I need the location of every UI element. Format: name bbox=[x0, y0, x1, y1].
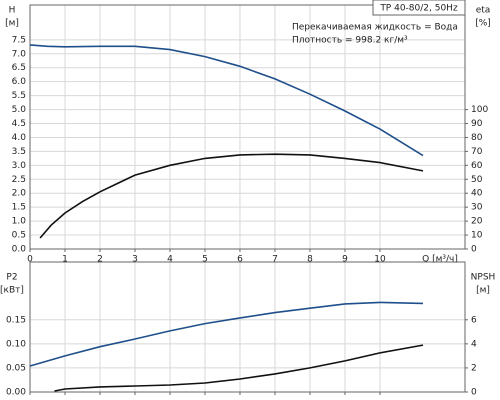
y2-tick-label: 60 bbox=[471, 161, 483, 171]
y-axis-label: P2 bbox=[6, 273, 17, 283]
x-axis-label: Q [м³/ч] bbox=[422, 255, 458, 265]
chart-title: TP 40-80/2, 50Hz bbox=[379, 4, 458, 14]
y2-tick-label: 30 bbox=[471, 203, 483, 213]
curve-eta bbox=[39, 153, 424, 239]
y-tick-label: 0.15 bbox=[6, 315, 26, 325]
y-axis-label: [кВт] bbox=[0, 286, 24, 296]
x-tick-label: 7 bbox=[272, 255, 278, 265]
y-tick-label: 7.0 bbox=[12, 49, 27, 59]
y2-tick-label: 100 bbox=[471, 105, 488, 115]
y2-tick-label: 80 bbox=[471, 133, 483, 143]
y-tick-label: 0.0 bbox=[12, 245, 27, 255]
x-tick-label: 0 bbox=[27, 255, 33, 265]
y2-axis-label: eta bbox=[476, 6, 491, 16]
y2-tick-label: 90 bbox=[471, 119, 483, 129]
plot-frame bbox=[29, 4, 466, 250]
y2-tick-label: 6 bbox=[471, 315, 477, 325]
y-tick-label: 6.5 bbox=[12, 63, 26, 73]
y-tick-label: 4.0 bbox=[12, 133, 27, 143]
curve-p2 bbox=[29, 301, 424, 367]
curve-h bbox=[29, 44, 424, 157]
y2-tick-label: 2 bbox=[471, 363, 477, 373]
y-tick-label: 1.0 bbox=[12, 217, 27, 227]
y2-tick-label: 70 bbox=[471, 147, 483, 157]
y-tick-label: 2.0 bbox=[12, 189, 27, 199]
y2-tick-label: 0 bbox=[471, 388, 477, 398]
y-axis-label: H bbox=[9, 6, 16, 16]
y2-tick-label: 0 bbox=[471, 245, 477, 255]
y2-tick-label: 10 bbox=[471, 231, 483, 241]
y2-axis-label: NPSH bbox=[471, 273, 496, 283]
y-tick-label: 5.0 bbox=[12, 105, 27, 115]
annotation: Плотность = 998.2 кг/м³ bbox=[292, 36, 408, 46]
y-tick-label: 7.5 bbox=[12, 35, 26, 45]
y2-tick-label: 20 bbox=[471, 217, 483, 227]
x-tick-label: 5 bbox=[202, 255, 208, 265]
x-tick-label: 1 bbox=[62, 255, 68, 265]
curve-npsh bbox=[54, 344, 424, 392]
y2-tick-label: 4 bbox=[471, 339, 477, 349]
y-axis-label: [м] bbox=[5, 19, 19, 29]
y2-tick-label: 40 bbox=[471, 189, 483, 199]
x-tick-label: 10 bbox=[374, 255, 386, 265]
y-tick-label: 2.5 bbox=[12, 175, 26, 185]
x-tick-label: 9 bbox=[342, 255, 348, 265]
y-tick-label: 0.00 bbox=[6, 388, 26, 398]
y-tick-label: 4.5 bbox=[12, 119, 26, 129]
x-tick-label: 4 bbox=[167, 255, 173, 265]
x-tick-label: 8 bbox=[307, 255, 313, 265]
annotation: Перекачиваемая жидкость = Вода bbox=[292, 23, 458, 33]
y-tick-label: 0.10 bbox=[6, 339, 26, 349]
y-tick-label: 1.5 bbox=[12, 203, 26, 213]
y2-axis-label: [м] bbox=[476, 286, 490, 296]
y-tick-label: 3.5 bbox=[12, 147, 26, 157]
x-tick-label: 2 bbox=[97, 255, 103, 265]
plot-frame bbox=[29, 261, 466, 393]
y2-tick-label: 50 bbox=[471, 175, 483, 185]
y2-axis-label: [%] bbox=[475, 19, 491, 29]
title-box bbox=[372, 0, 466, 16]
y-tick-label: 5.5 bbox=[12, 91, 26, 101]
y-tick-label: 0.5 bbox=[12, 231, 26, 241]
y-tick-label: 0.05 bbox=[6, 363, 26, 373]
x-tick-label: 6 bbox=[237, 255, 243, 265]
x-tick-label: 3 bbox=[132, 255, 138, 265]
y-tick-label: 6.0 bbox=[12, 77, 27, 87]
y-tick-label: 3.0 bbox=[12, 161, 27, 171]
